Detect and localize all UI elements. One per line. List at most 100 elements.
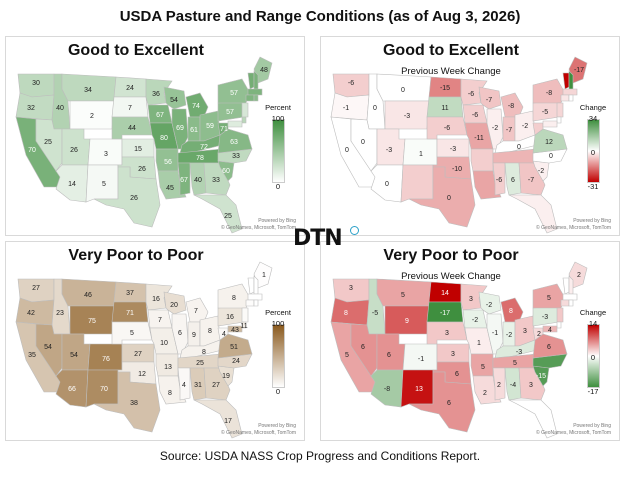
state-label-pa: -5 bbox=[542, 109, 548, 116]
panel-title: Very Poor to Poor bbox=[383, 247, 519, 264]
dtn-logo: DTN bbox=[293, 226, 359, 256]
panel-title: Good to Excellent bbox=[67, 42, 204, 59]
us-map-good-excellent: 30 32 70 40 25 34 2 26 14 3 5 24 7 44 15 26 26 36 67 80 56 45… bbox=[15, 56, 273, 234]
state-label-sd: 11 bbox=[441, 105, 448, 112]
state-nj bbox=[556, 102, 564, 118]
state-wv bbox=[217, 122, 229, 136]
state-label-wv: 4 bbox=[222, 331, 226, 338]
state-label-mn: -6 bbox=[468, 91, 474, 98]
logo-text: DTN bbox=[293, 226, 343, 251]
us-map-good-excellent-change: -6-10000-3-301-1511-6-3-10-6-6-11-7-2-8-… bbox=[330, 56, 588, 234]
state-ut bbox=[376, 333, 406, 371]
state-nj bbox=[241, 102, 249, 118]
state-label-wy: 75 bbox=[88, 318, 96, 325]
state-label-ca: 70 bbox=[28, 147, 36, 154]
map-credit-sources: © GeoNames, Microsoft, TomTom bbox=[221, 225, 296, 231]
state-de bbox=[556, 321, 562, 329]
state-ms bbox=[492, 367, 506, 401]
state-label-mt: 5 bbox=[401, 292, 405, 299]
state-tx bbox=[408, 166, 476, 228]
state-or bbox=[330, 92, 370, 121]
state-label-ga: 3 bbox=[529, 382, 533, 389]
state-la bbox=[472, 170, 502, 200]
state-label-az: 66 bbox=[68, 386, 76, 393]
state-label-co: 1 bbox=[419, 151, 423, 158]
state-label-me: -17 bbox=[574, 67, 584, 74]
state-label-pa: -3 bbox=[542, 314, 548, 321]
map-credit-sources: © GeoNames, Microsoft, TomTom bbox=[221, 430, 296, 436]
state-label-nc: 24 bbox=[232, 358, 240, 365]
panel-title: Good to Excellent bbox=[382, 42, 519, 59]
state-label-va: 63 bbox=[230, 139, 238, 146]
state-label-ny: -8 bbox=[546, 90, 552, 97]
state-label-az: 14 bbox=[68, 181, 76, 188]
map-credit-bing: Powered by Bing bbox=[258, 218, 296, 224]
state-label-id: 40 bbox=[56, 105, 64, 112]
state-label-la: 8 bbox=[168, 390, 172, 397]
state-label-mn: 16 bbox=[152, 296, 160, 303]
state-label-ia: -6 bbox=[472, 112, 478, 119]
state-label-mt: 0 bbox=[401, 87, 405, 94]
state-label-mt: 46 bbox=[84, 292, 92, 299]
state-al bbox=[504, 162, 522, 196]
state-label-wy: 9 bbox=[405, 318, 409, 325]
state-label-me: 48 bbox=[260, 67, 268, 74]
state-label-mi: -8 bbox=[508, 103, 514, 110]
state-label-tx: 0 bbox=[447, 195, 451, 202]
state-label-wa: 27 bbox=[32, 285, 40, 292]
state-label-il: -2 bbox=[492, 125, 498, 132]
state-mi bbox=[500, 297, 524, 323]
state-label-az: -8 bbox=[384, 386, 390, 393]
state-label-md: 4 bbox=[548, 327, 552, 334]
state-label-me: 2 bbox=[577, 272, 581, 279]
legend-min: 0 bbox=[275, 182, 281, 191]
state-fl bbox=[508, 399, 558, 439]
map-credit-sources: © GeoNames, Microsoft, TomTom bbox=[536, 430, 611, 436]
panel-subtitle: Previous Week Change bbox=[401, 66, 501, 77]
state-wv bbox=[532, 122, 544, 136]
state-label-ga: 33 bbox=[212, 177, 220, 184]
state-label-or: -1 bbox=[343, 105, 349, 112]
state-label-ca: 35 bbox=[28, 352, 36, 359]
state-ma bbox=[562, 293, 578, 301]
state-label-sd: 71 bbox=[126, 310, 134, 317]
state-label-mi: 7 bbox=[194, 308, 198, 315]
panel-subtitle: Previous Week Change bbox=[401, 271, 501, 282]
state-label-il: 69 bbox=[176, 125, 184, 132]
map-credit-bing: Powered by Bing bbox=[258, 423, 296, 429]
state-label-id: -5 bbox=[372, 310, 378, 317]
state-label-pa: 57 bbox=[226, 109, 234, 116]
state-label-ia: -2 bbox=[472, 317, 478, 324]
state-label-ne: 3 bbox=[445, 330, 449, 337]
state-fl bbox=[193, 399, 243, 439]
legend-mid: 0 bbox=[590, 148, 596, 157]
state-label-fl: 25 bbox=[224, 213, 232, 220]
state-ri bbox=[568, 94, 574, 102]
legend: Change 34 0 -31 bbox=[573, 103, 613, 223]
state-mi bbox=[500, 92, 524, 118]
legend-color-bar bbox=[587, 119, 600, 183]
legend-min: 0 bbox=[275, 387, 281, 396]
state-label-va: 12 bbox=[545, 139, 553, 146]
state-label-ar: 5 bbox=[481, 364, 485, 371]
state-nm bbox=[400, 164, 434, 203]
state-label-mi: 8 bbox=[509, 308, 513, 315]
state-me bbox=[568, 261, 588, 289]
state-or bbox=[15, 297, 55, 326]
state-label-al: 40 bbox=[194, 177, 202, 184]
state-label-nm: 5 bbox=[102, 181, 106, 188]
state-vt bbox=[247, 277, 255, 295]
state-label-tx: 6 bbox=[447, 400, 451, 407]
state-ms bbox=[492, 162, 506, 196]
state-label-ks: 27 bbox=[134, 351, 142, 358]
state-label-va: 6 bbox=[547, 344, 551, 351]
state-label-fl: 17 bbox=[224, 418, 232, 425]
state-label-nv: 0 bbox=[361, 139, 365, 146]
state-label-ks: 15 bbox=[134, 146, 142, 153]
state-label-nd: -15 bbox=[440, 85, 450, 92]
state-al bbox=[189, 162, 207, 196]
state-nj bbox=[241, 307, 249, 323]
state-ri bbox=[253, 94, 259, 102]
state-ne bbox=[426, 321, 468, 345]
state-label-nd: 14 bbox=[441, 290, 449, 297]
